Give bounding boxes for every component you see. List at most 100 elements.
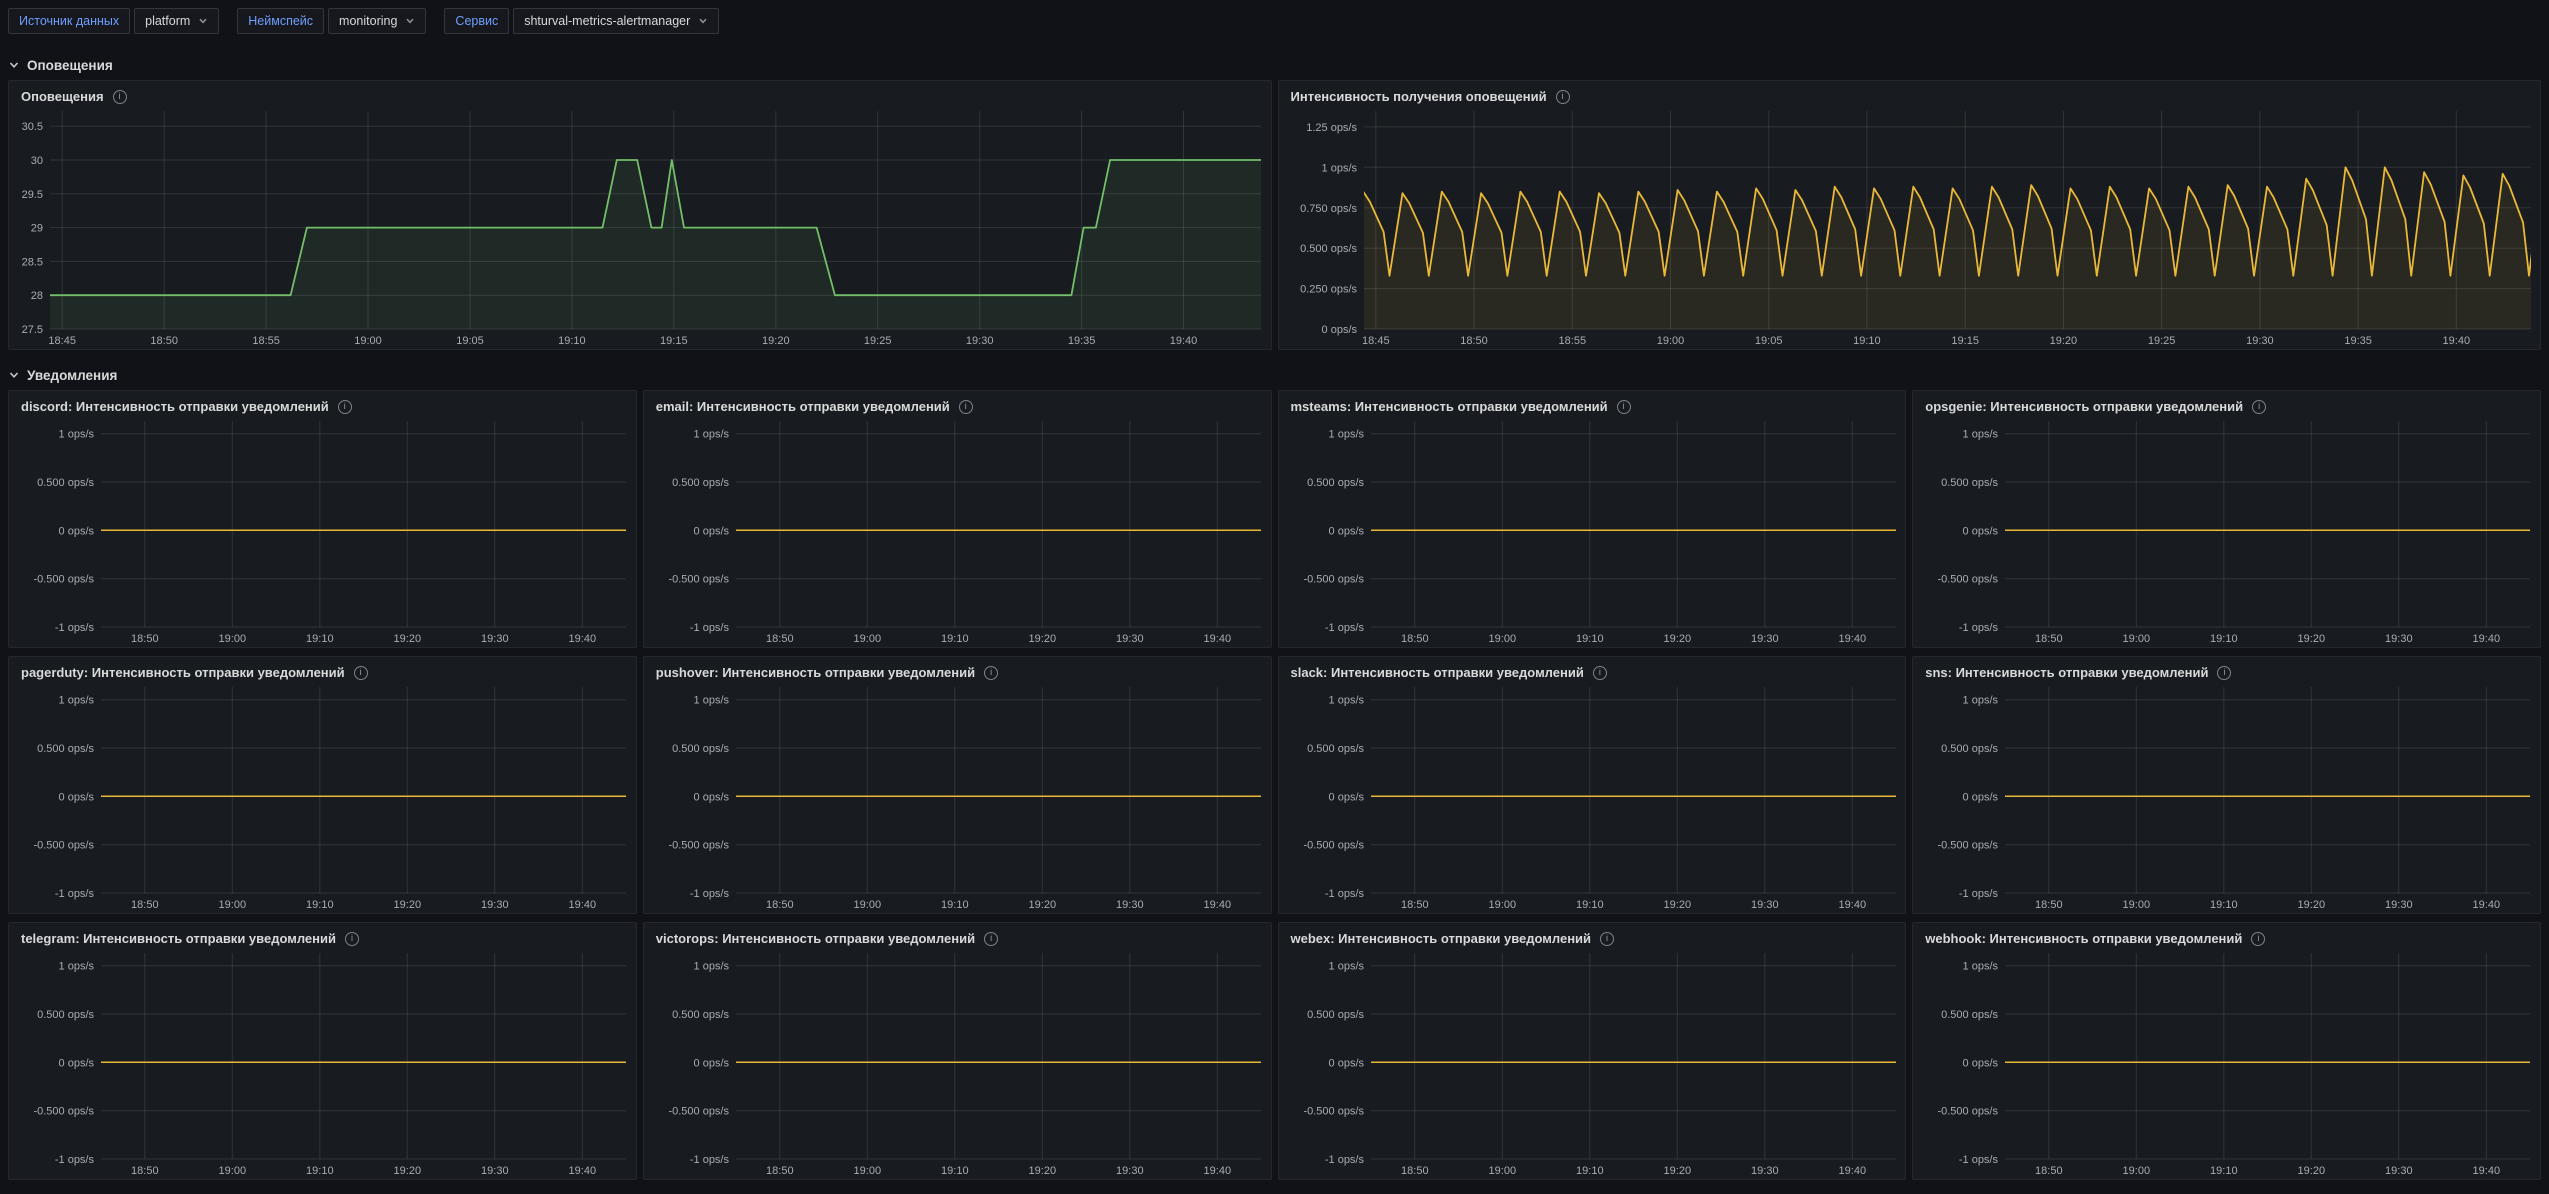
svg-text:-1 ops/s: -1 ops/s [55, 888, 95, 900]
svg-text:0.500 ops/s: 0.500 ops/s [1941, 477, 1998, 489]
info-icon[interactable]: i [2251, 931, 2266, 946]
svg-text:1 ops/s: 1 ops/s [1328, 695, 1364, 707]
chart-email-send-rate[interactable]: 18:50 19:00 19:10 19:20 19:30 19:40 -1 ops/s -0… [644, 416, 1271, 647]
info-icon[interactable]: i [345, 931, 359, 946]
section-title: Оповещения [27, 57, 113, 73]
chart-alerts[interactable]: 18:45 18:50 18:55 19:00 19:05 19:10 19:15 19:20… [9, 106, 1271, 349]
chart-alert-receive-rate[interactable]: 18:45 18:50 18:55 19:00 19:05 19:10 19:15 19:20… [1279, 106, 2541, 349]
svg-text:-0.500 ops/s: -0.500 ops/s [1303, 574, 1364, 586]
chart-canvas: 18:50 19:00 19:10 19:20 19:30 19:40 -1 ops/s -0… [33, 687, 626, 911]
svg-text:0 ops/s: 0 ops/s [1328, 1057, 1364, 1069]
svg-text:19:25: 19:25 [864, 335, 892, 347]
info-icon[interactable]: i [984, 665, 999, 680]
variable-picker-namespace[interactable]: monitoring [328, 8, 427, 34]
chart-msteams-send-rate[interactable]: 18:50 19:00 19:10 19:20 19:30 19:40 -1 ops/s -0… [1279, 416, 1906, 647]
panel-header-pagerduty-send-rate[interactable]: pagerduty: Интенсивность отправки уведом… [9, 657, 636, 682]
variable-picker-service[interactable]: shturval-metrics-alertmanager [513, 8, 720, 34]
svg-text:0 ops/s: 0 ops/s [59, 1057, 95, 1069]
panel-header-webhook-send-rate[interactable]: webhook: Интенсивность отправки уведомле… [1913, 923, 2540, 948]
panel-header-sns-send-rate[interactable]: sns: Интенсивность отправки уведомлений i [1913, 657, 2540, 682]
svg-text:-1 ops/s: -1 ops/s [1324, 888, 1364, 900]
panel-header-opsgenie-send-rate[interactable]: opsgenie: Интенсивность отправки уведомл… [1913, 391, 2540, 416]
panel-header-victorops-send-rate[interactable]: victorops: Интенсивность отправки уведом… [644, 923, 1271, 948]
svg-text:1 ops/s: 1 ops/s [693, 695, 729, 707]
chart-slack-send-rate[interactable]: 18:50 19:00 19:10 19:20 19:30 19:40 -1 ops/s -0… [1279, 682, 1906, 913]
info-icon[interactable]: i [1592, 665, 1607, 680]
svg-text:19:40: 19:40 [1838, 633, 1866, 645]
svg-text:19:30: 19:30 [1751, 1165, 1779, 1177]
panel-header-webex-send-rate[interactable]: webex: Интенсивность отправки уведомлени… [1279, 923, 1906, 948]
svg-text:-0.500 ops/s: -0.500 ops/s [33, 1106, 94, 1118]
chevron-down-icon [9, 62, 19, 68]
panel-header-telegram-send-rate[interactable]: telegram: Интенсивность отправки уведомл… [9, 923, 636, 948]
svg-text:19:10: 19:10 [2210, 1165, 2238, 1177]
section-header-alerts[interactable]: Оповещения [8, 50, 2541, 80]
panel-header-pushover-send-rate[interactable]: pushover: Интенсивность отправки уведомл… [644, 657, 1271, 682]
variable-label-service: Сервис [444, 8, 510, 34]
info-icon[interactable]: i [1600, 931, 1615, 946]
svg-text:19:30: 19:30 [1751, 633, 1779, 645]
chart-pagerduty-send-rate[interactable]: 18:50 19:00 19:10 19:20 19:30 19:40 -1 ops/s -0… [9, 682, 636, 913]
chart-webhook-send-rate[interactable]: 18:50 19:00 19:10 19:20 19:30 19:40 -1 ops/s -0… [1913, 948, 2540, 1179]
variable-picker-datasource[interactable]: platform [134, 8, 220, 34]
svg-text:18:50: 18:50 [2035, 1165, 2063, 1177]
svg-text:1 ops/s: 1 ops/s [1963, 429, 1999, 441]
panel-sns-send-rate: sns: Интенсивность отправки уведомлений i… [1912, 656, 2541, 914]
panel-header-slack-send-rate[interactable]: slack: Интенсивность отправки уведомлени… [1279, 657, 1906, 682]
svg-text:0.500 ops/s: 0.500 ops/s [672, 743, 729, 755]
svg-text:19:20: 19:20 [394, 899, 422, 911]
chart-opsgenie-send-rate[interactable]: 18:50 19:00 19:10 19:20 19:30 19:40 -1 ops/s -0… [1913, 416, 2540, 647]
svg-text:18:50: 18:50 [766, 899, 794, 911]
svg-text:18:50: 18:50 [766, 1165, 794, 1177]
svg-text:0.500 ops/s: 0.500 ops/s [1941, 743, 1998, 755]
info-icon[interactable]: i [984, 931, 999, 946]
info-icon[interactable]: i [1555, 89, 1570, 104]
svg-text:18:50: 18:50 [1460, 335, 1488, 347]
info-icon[interactable]: i [1616, 399, 1631, 414]
chart-canvas: 18:50 19:00 19:10 19:20 19:30 19:40 -1 ops/s -0… [1938, 687, 2531, 911]
chart-webex-send-rate[interactable]: 18:50 19:00 19:10 19:20 19:30 19:40 -1 ops/s -0… [1279, 948, 1906, 1179]
panel-alerts: Оповещения i 18:45 18:50 18:55 19:00 19:05 19:1… [8, 80, 1272, 350]
info-icon[interactable]: i [2252, 399, 2267, 414]
panel-title-text: Интенсивность получения оповещений [1290, 89, 1547, 104]
svg-text:-0.500 ops/s: -0.500 ops/s [1938, 840, 1999, 852]
panel-header-msteams-send-rate[interactable]: msteams: Интенсивность отправки уведомле… [1279, 391, 1906, 416]
panel-header-alert-receive-rate[interactable]: Интенсивность получения оповещений i [1279, 81, 2541, 106]
svg-text:1 ops/s: 1 ops/s [693, 429, 729, 441]
svg-text:19:10: 19:10 [1576, 633, 1604, 645]
panel-title-text: webhook: Интенсивность отправки уведомле… [1925, 931, 2243, 946]
info-icon[interactable]: i [112, 89, 127, 104]
svg-text:19:10: 19:10 [306, 633, 334, 645]
svg-text:19:20: 19:20 [2298, 633, 2326, 645]
chart-victorops-send-rate[interactable]: 18:50 19:00 19:10 19:20 19:30 19:40 -1 ops/s -0… [644, 948, 1271, 1179]
chart-sns-send-rate[interactable]: 18:50 19:00 19:10 19:20 19:30 19:40 -1 ops/s -0… [1913, 682, 2540, 913]
svg-text:19:40: 19:40 [1203, 1165, 1231, 1177]
panel-header-discord-send-rate[interactable]: discord: Интенсивность отправки уведомле… [9, 391, 636, 416]
svg-text:19:00: 19:00 [219, 633, 247, 645]
svg-text:-0.500 ops/s: -0.500 ops/s [1938, 1106, 1999, 1118]
info-icon[interactable]: i [2217, 665, 2232, 680]
chart-discord-send-rate[interactable]: 18:50 19:00 19:10 19:20 19:30 19:40 -1 ops/s -0… [9, 416, 636, 647]
info-icon[interactable]: i [353, 665, 368, 680]
chart-pushover-send-rate[interactable]: 18:50 19:00 19:10 19:20 19:30 19:40 -1 ops/s -0… [644, 682, 1271, 913]
panel-header-email-send-rate[interactable]: email: Интенсивность отправки уведомлени… [644, 391, 1271, 416]
svg-text:19:00: 19:00 [853, 1165, 881, 1177]
variable-label-datasource: Источник данных [8, 8, 131, 34]
section-header-notifications[interactable]: Уведомления [8, 360, 2541, 390]
svg-text:19:30: 19:30 [481, 899, 509, 911]
chart-telegram-send-rate[interactable]: 18:50 19:00 19:10 19:20 19:30 19:40 -1 ops/s -0… [9, 948, 636, 1179]
svg-text:19:20: 19:20 [1028, 899, 1056, 911]
svg-text:28.5: 28.5 [22, 256, 43, 268]
svg-text:19:10: 19:10 [306, 1165, 334, 1177]
svg-text:19:20: 19:20 [394, 1165, 422, 1177]
info-icon[interactable]: i [337, 399, 352, 414]
svg-text:0 ops/s: 0 ops/s [1963, 525, 1999, 537]
chart-canvas: 18:50 19:00 19:10 19:20 19:30 19:40 -1 ops/s -0… [668, 687, 1261, 911]
svg-text:19:30: 19:30 [1116, 633, 1144, 645]
panel-msteams-send-rate: msteams: Интенсивность отправки уведомле… [1277, 390, 1907, 648]
chevron-down-icon [406, 18, 414, 24]
info-icon[interactable]: i [958, 399, 973, 414]
chart-canvas: 18:50 19:00 19:10 19:20 19:30 19:40 -1 ops/s -0… [668, 953, 1261, 1177]
panel-header-alerts[interactable]: Оповещения i [9, 81, 1271, 106]
